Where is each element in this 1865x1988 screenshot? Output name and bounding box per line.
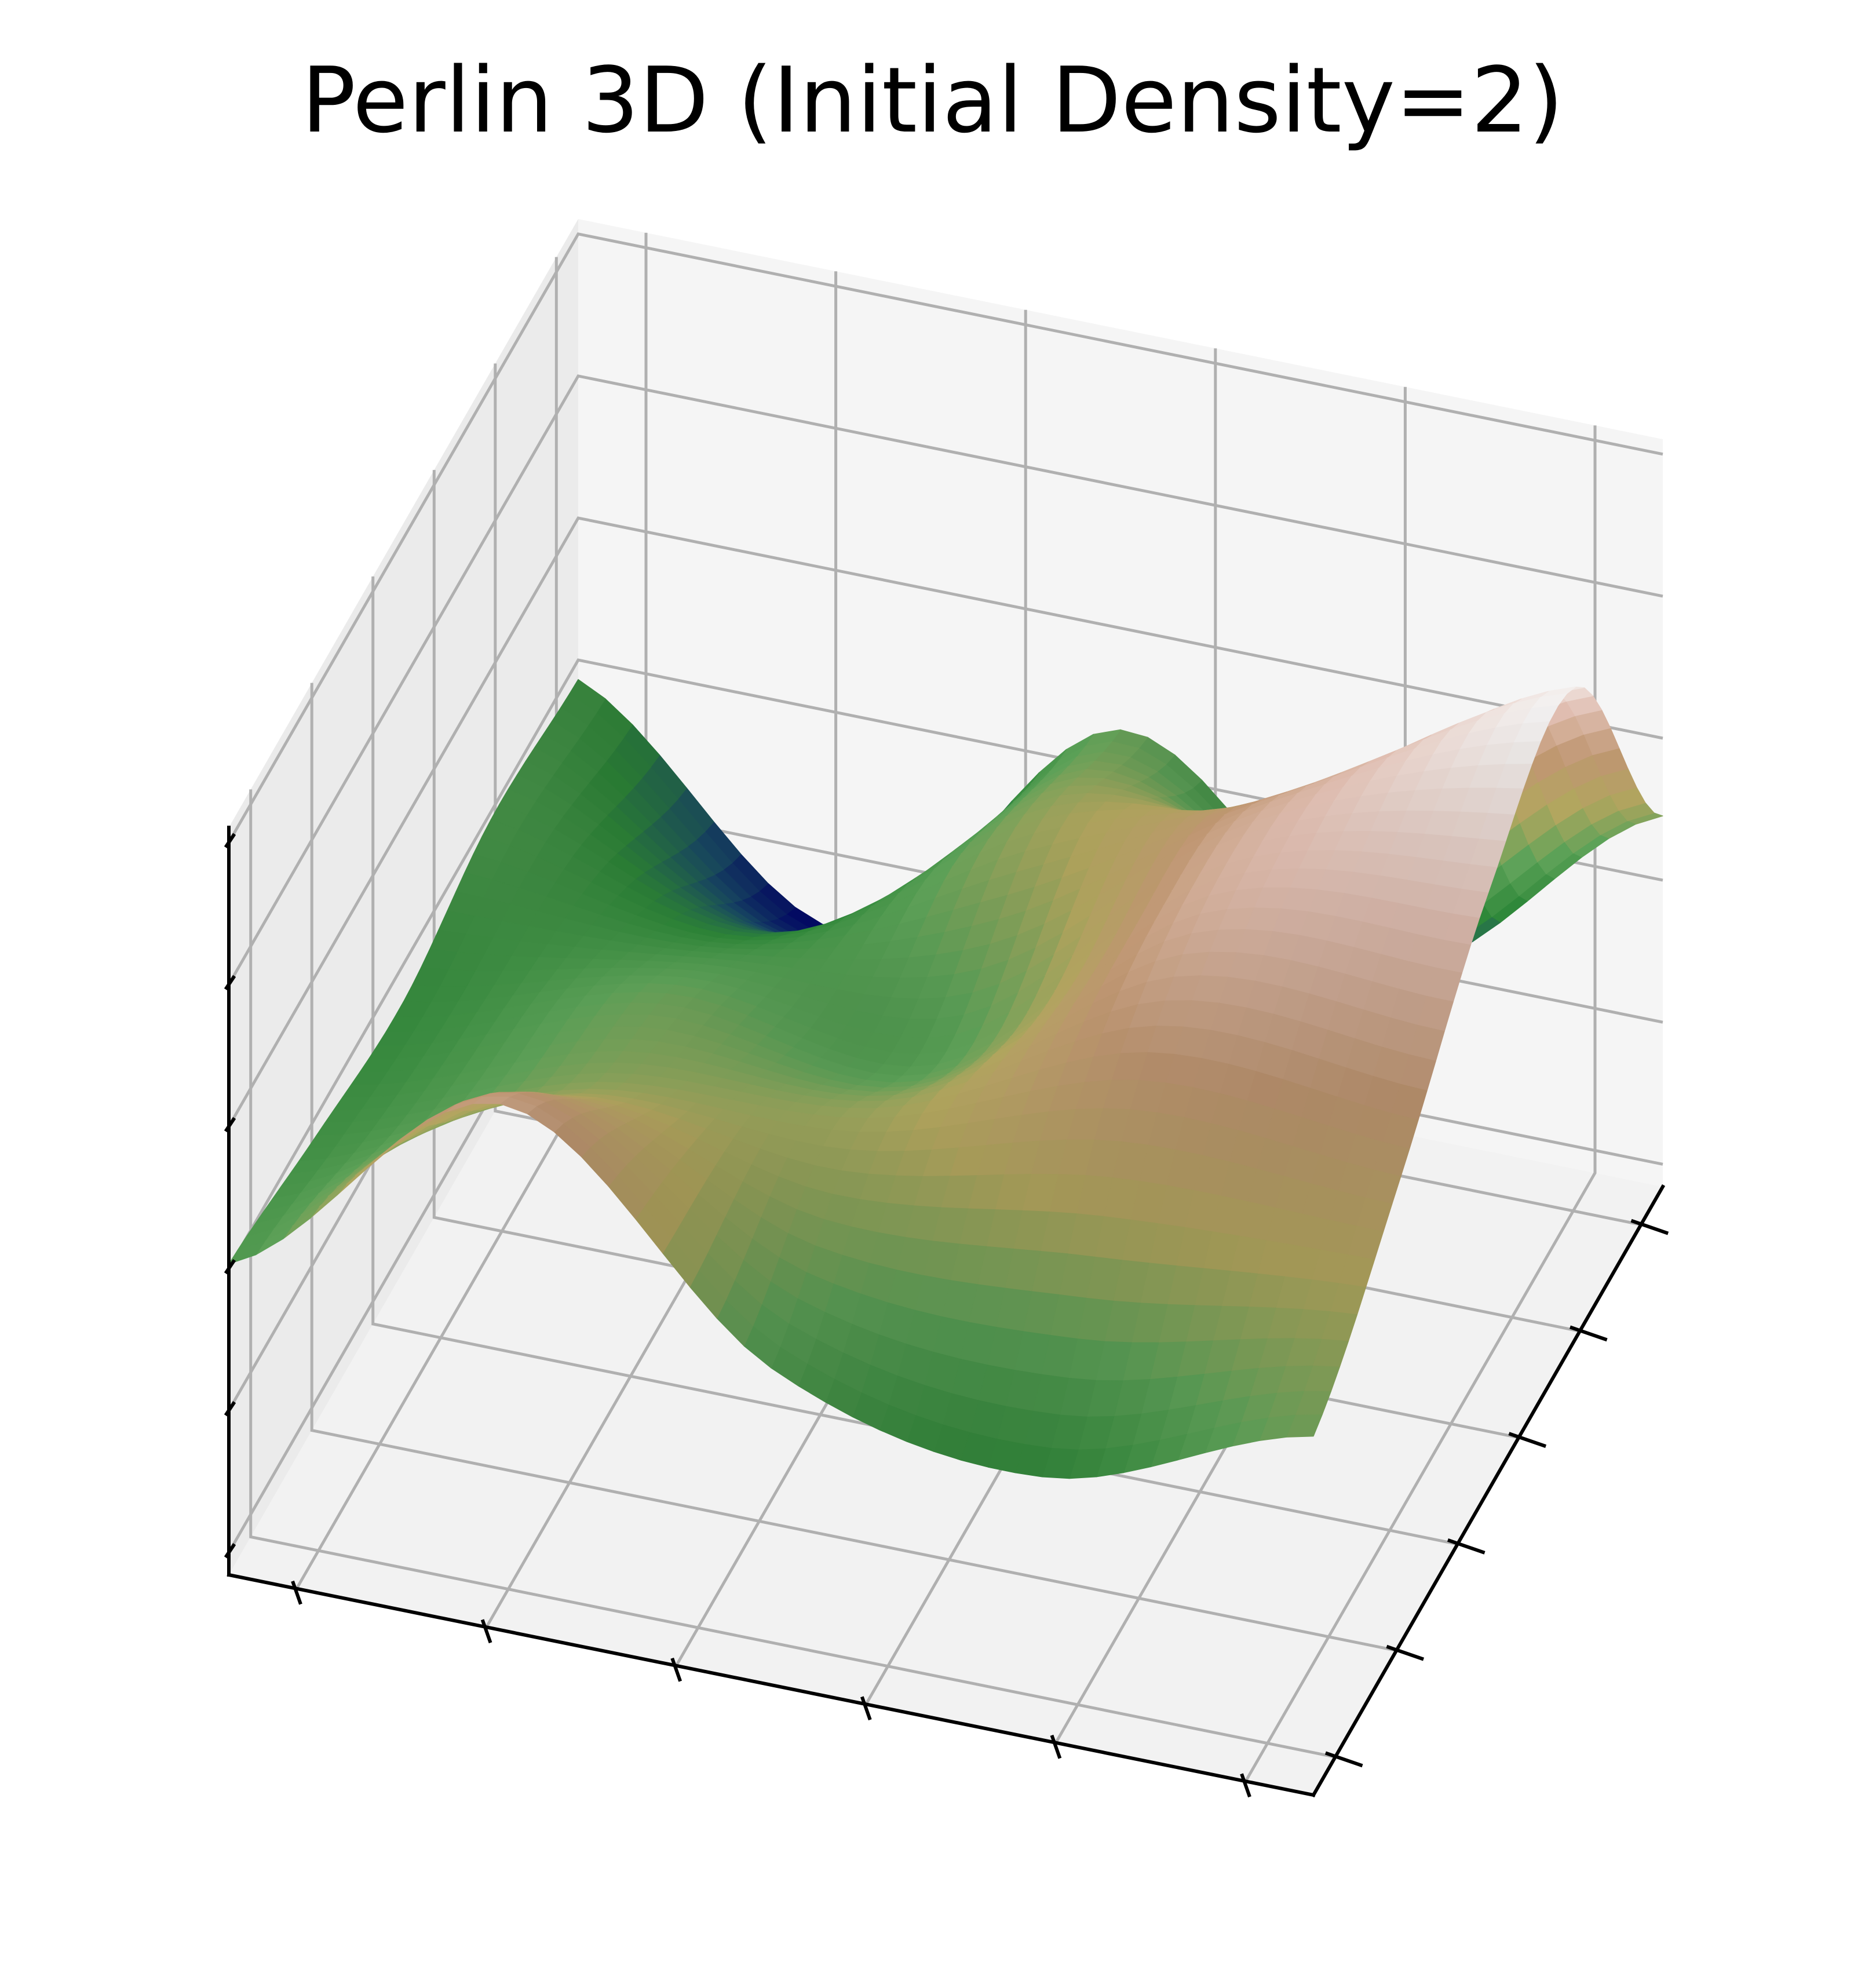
z-tick-0: [224, 1543, 236, 1559]
x-axis-line: [227, 1573, 1316, 1797]
z-tick-1: [224, 1401, 236, 1417]
z-tick-3: [224, 1117, 236, 1133]
grid-line-y-0: [249, 789, 1336, 1759]
x-tick-5: [1240, 1773, 1251, 1798]
y-tick-3: [1508, 1432, 1547, 1448]
grid-line-x-5: [1244, 425, 1597, 1782]
x-tick-1: [480, 1619, 492, 1644]
chart-title: Perlin 3D (Initial Density=2): [301, 48, 1564, 153]
grid-line-z-4: [227, 374, 1663, 986]
y-tick-0: [1324, 1751, 1363, 1768]
x-tick-4: [1050, 1734, 1062, 1759]
grid-line-y-1: [310, 683, 1397, 1653]
z-tick-2: [224, 1259, 236, 1275]
y-tick-1: [1386, 1644, 1425, 1661]
y-tick-5: [1630, 1219, 1669, 1235]
surface-facet-0-0: [228, 1241, 265, 1264]
x-tick-3: [860, 1696, 872, 1721]
axes-lines: [224, 826, 1669, 1798]
x-tick-2: [670, 1657, 683, 1682]
z-tick-5: [224, 833, 236, 848]
surface-mesh: [228, 679, 1663, 1479]
left-wall-pane: [229, 219, 578, 1575]
grid-line-z-5: [227, 232, 1663, 844]
y-tick-4: [1569, 1325, 1608, 1342]
grid-line-z-3: [227, 516, 1663, 1128]
x-tick-0: [291, 1580, 302, 1605]
z-tick-4: [224, 975, 236, 991]
y-tick-2: [1447, 1538, 1486, 1555]
y-axis-line: [1311, 1184, 1666, 1798]
